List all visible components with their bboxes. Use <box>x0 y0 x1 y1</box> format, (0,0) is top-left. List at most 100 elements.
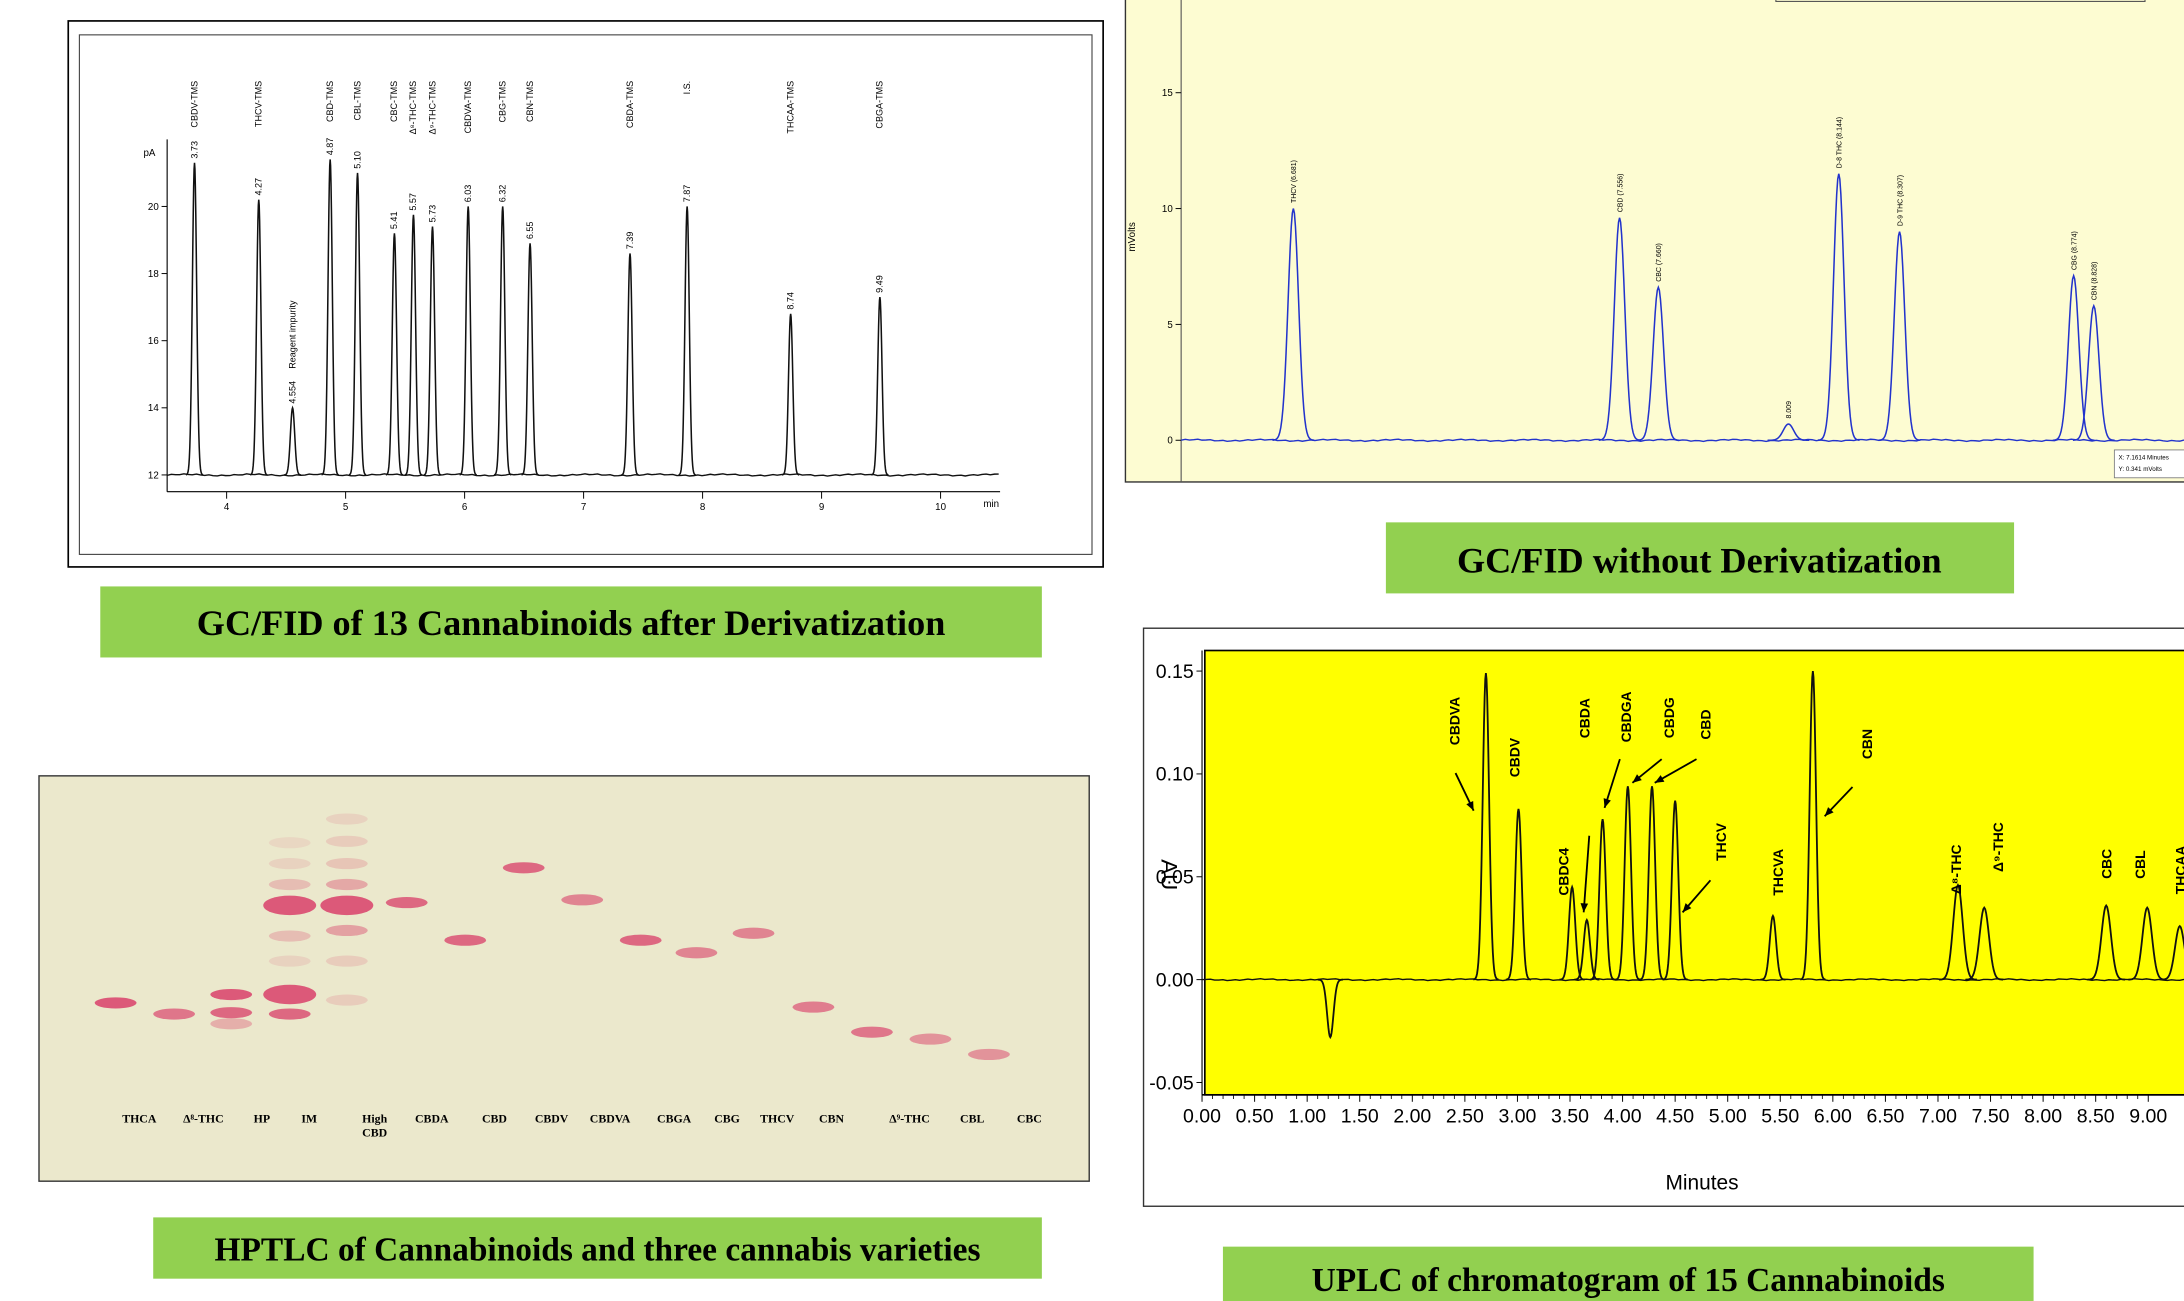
lane-label: CBN <box>819 1112 844 1126</box>
peak <box>678 206 696 476</box>
peak <box>1662 800 1688 981</box>
x-tick-label: 9 <box>819 502 824 513</box>
spot <box>444 934 487 946</box>
peak-label: THCAA-TMS <box>785 81 795 134</box>
y-tick-label: 12 <box>148 470 159 481</box>
peak-label: CBDVA <box>1447 697 1463 745</box>
spot <box>325 878 368 891</box>
spot <box>320 895 374 916</box>
spot <box>94 997 137 1009</box>
y-tick-label: 0.00 <box>1156 969 1194 991</box>
caption-box <box>153 1217 1042 1279</box>
legend-box <box>1775 0 2146 2</box>
x-tick-label: 1.50 <box>1341 1106 1379 1128</box>
peak <box>2160 924 2184 981</box>
peak <box>348 172 367 476</box>
plot-frame <box>78 34 1093 555</box>
spot <box>210 1007 253 1019</box>
caption-box <box>1385 522 2015 594</box>
readout-box <box>2113 449 2184 479</box>
x-tick-label: 2.00 <box>1393 1106 1431 1128</box>
lane-label: THCA <box>122 1112 157 1126</box>
y-axis-label: AU <box>1157 859 1182 890</box>
peak-label: THCVA <box>1770 849 1786 896</box>
spot <box>268 837 311 849</box>
baseline <box>1202 978 2184 982</box>
peak-label: CBC <box>2099 849 2115 879</box>
y-axis-label: mVolts <box>1127 222 1138 251</box>
peak <box>1598 217 1641 441</box>
x-tick-label: 4.50 <box>1656 1106 1694 1128</box>
caption: GC/FID without Derivatization <box>1457 541 1942 581</box>
lane-label: HP <box>254 1112 270 1126</box>
peak-label: D-8 THC (8.144) <box>1837 117 1844 168</box>
peak <box>2052 273 2095 441</box>
x-tick-label: 4.00 <box>1604 1106 1642 1128</box>
lane-label: CBC <box>1017 1112 1042 1126</box>
annotation: Y: 0.341 mVolts <box>2119 466 2162 473</box>
peak <box>1817 173 1860 441</box>
peak <box>283 405 302 476</box>
lane-label: CBDVA <box>590 1112 631 1126</box>
peak <box>404 214 423 476</box>
y-tick-label: 0.05 <box>1156 867 1194 889</box>
spot <box>792 1001 835 1013</box>
peak-rt-label: 5.57 <box>408 193 418 211</box>
peak <box>1965 905 2004 981</box>
x-tick-label: 7 <box>581 502 586 513</box>
peak-rt-label: 5.10 <box>352 151 362 169</box>
peak <box>385 233 404 476</box>
peak-rt-label: 7.39 <box>625 232 635 250</box>
spot <box>268 930 311 942</box>
caption-box <box>1222 1246 2034 1301</box>
x-tick-label: 8.00 <box>2024 1106 2062 1128</box>
peak-rt-label: 7.87 <box>682 185 692 203</box>
caption-box <box>100 586 1042 658</box>
peak-rt-label: 6.32 <box>497 185 507 203</box>
spot <box>732 927 775 939</box>
peak-label: CBC-TMS <box>389 81 399 122</box>
x-tick-label: 1.00 <box>1288 1106 1326 1128</box>
arrow-head <box>1603 798 1611 808</box>
spot <box>968 1048 1010 1060</box>
peak-rt-label: 5.41 <box>389 212 399 230</box>
spot <box>268 955 311 967</box>
peak <box>1473 673 1499 981</box>
spot <box>210 1018 253 1030</box>
peak <box>1559 884 1585 981</box>
peak-label: CBD <box>1697 710 1713 740</box>
spot <box>263 895 317 916</box>
peak <box>1505 808 1532 981</box>
peak <box>1589 818 1616 981</box>
x-tick-label: 6.00 <box>1814 1106 1852 1128</box>
x-tick-label: 5 <box>343 502 349 513</box>
peak-label: CBGA-TMS <box>875 81 885 129</box>
arrow-head <box>1824 807 1834 817</box>
peak <box>2087 903 2126 981</box>
spot <box>325 955 368 967</box>
peak-label: CBD-TMS <box>325 81 335 122</box>
x-tick-label: 7.00 <box>1919 1106 1957 1128</box>
y-tick-label: -0.05 <box>1149 1072 1194 1094</box>
peak <box>1272 208 1315 441</box>
peak <box>1317 978 1343 1040</box>
peak-label: THCV-TMS <box>254 81 264 127</box>
spot <box>268 858 311 870</box>
baseline <box>166 473 999 477</box>
caption: HPTLC of Cannabinoids and three cannabis… <box>215 1232 981 1269</box>
x-tick-label: 10 <box>935 502 946 513</box>
peak <box>250 199 268 476</box>
caption: UPLC of chromatogram of 15 Cannabinoids <box>1312 1262 1945 1299</box>
spot <box>909 1033 952 1045</box>
peak <box>493 206 512 476</box>
spot <box>268 1008 311 1020</box>
y-tick-label: 15 <box>1162 88 1173 99</box>
spot <box>325 813 368 825</box>
peak <box>1767 423 1810 442</box>
peak <box>2072 303 2115 441</box>
arrow-head <box>1580 903 1589 913</box>
peak <box>1760 913 1786 981</box>
spot <box>619 934 662 946</box>
